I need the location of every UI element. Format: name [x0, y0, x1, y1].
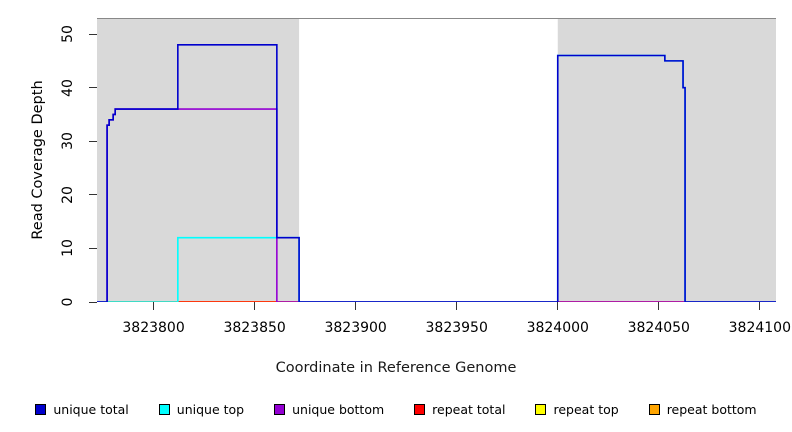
legend-item-label: unique bottom: [292, 401, 385, 417]
x-axis-tick-label: 3824050: [627, 320, 690, 336]
legend-color-swatch-icon: [414, 403, 426, 415]
x-axis-tick-mark: [153, 302, 155, 310]
y-axis-tick-label: 0: [60, 297, 76, 307]
y-axis-title: Read Coverage Depth: [30, 80, 46, 240]
y-axis-tick-mark: [89, 140, 97, 142]
legend-color-swatch-icon: [535, 403, 547, 415]
legend-item-label: unique total: [53, 401, 129, 417]
x-axis-tick-mark: [254, 302, 256, 310]
legend-color-swatch-icon: [158, 403, 170, 415]
x-axis-tick-mark: [355, 302, 357, 310]
x-axis-tick-label: 3823850: [223, 320, 286, 336]
y-axis-tick-label: 50: [60, 25, 76, 43]
x-axis-tick-mark: [557, 302, 559, 310]
x-axis-tick-mark: [456, 302, 458, 310]
x-axis-tick-label: 3823900: [324, 320, 387, 336]
x-axis-tick-mark: [759, 302, 761, 310]
legend-item-label: repeat bottom: [666, 401, 757, 417]
series-line: [97, 43, 776, 302]
x-axis-tick-mark: [658, 302, 660, 310]
legend-item: unique top: [158, 401, 274, 417]
legend-item: repeat top: [535, 402, 648, 417]
legend-item: unique total: [35, 402, 158, 417]
plot-svg: [97, 18, 776, 302]
legend-item-label: repeat total: [432, 401, 506, 417]
x-axis-tick-label: 3824100: [728, 320, 791, 336]
y-axis-tick-label: 40: [60, 78, 76, 97]
legend-item: unique bottom: [274, 402, 414, 417]
legend-item-label: unique top: [176, 401, 245, 417]
legend-item-label: repeat top: [553, 401, 619, 417]
y-axis-tick-label: 10: [60, 239, 76, 258]
legend-item: repeat total: [414, 402, 535, 417]
shaded-region: [557, 18, 776, 302]
legend-color-swatch-icon: [274, 403, 286, 415]
y-axis-tick-mark: [89, 33, 97, 35]
y-axis-tick-label: 20: [60, 185, 76, 204]
y-axis-tick-mark: [89, 301, 97, 303]
legend-color-swatch-icon: [35, 403, 47, 415]
y-axis-tick-mark: [89, 194, 97, 196]
y-axis-tick-mark: [89, 247, 97, 249]
x-axis-title: Coordinate in Reference Genome: [275, 360, 517, 376]
x-axis-tick-label: 3823800: [122, 320, 185, 336]
x-axis-tick-label: 3823950: [425, 320, 488, 336]
legend-item: repeat bottom: [648, 401, 757, 417]
legend-color-swatch-icon: [648, 403, 660, 415]
shaded-region: [97, 18, 300, 302]
legend: unique total unique top unique bottom repea…: [0, 398, 792, 420]
plot-canvas: [97, 18, 776, 302]
y-axis-tick-label: 30: [60, 132, 76, 151]
x-axis-tick-label: 3824000: [526, 320, 589, 336]
y-axis-tick-mark: [89, 87, 97, 89]
